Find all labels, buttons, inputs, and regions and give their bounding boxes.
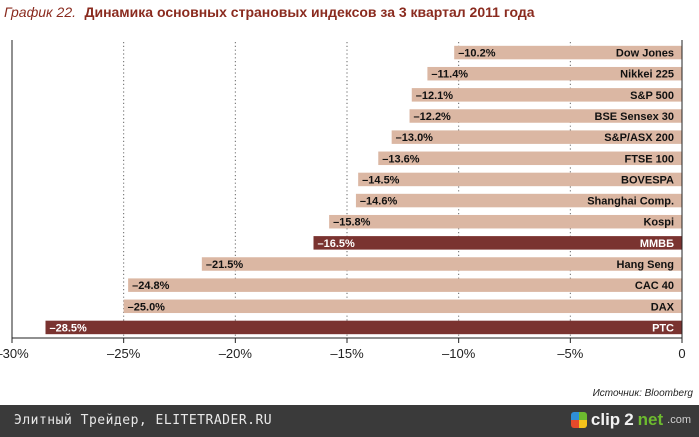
bar-value-label-1: –11.4% (431, 69, 468, 81)
bar-category-label-11: CAC 40 (635, 280, 674, 292)
bar-category-label-3: BSE Sensex 30 (595, 111, 675, 123)
bar-10 (201, 257, 683, 271)
x-tick-label-2: –20% (219, 346, 253, 361)
bar-category-label-0: Dow Jones (616, 48, 674, 60)
bar-11 (128, 278, 683, 292)
bar-value-label-13: –28.5% (50, 322, 88, 334)
bar-value-label-12: –25.0% (128, 301, 166, 313)
x-tick-label-6: 0 (678, 346, 685, 361)
bar-5 (378, 151, 682, 166)
bar-7 (355, 193, 682, 208)
bar-category-label-2: S&P 500 (630, 90, 674, 102)
site-name: Элитный Трейдер, ELITETRADER.RU (14, 413, 273, 428)
logo-clip: clip (590, 410, 621, 429)
bar-category-label-12: DAX (651, 301, 675, 313)
x-tick-label-3: –15% (330, 346, 364, 361)
bar-value-label-7: –14.6% (360, 196, 398, 208)
bar-1 (427, 66, 682, 81)
bar-category-label-8: Kospi (643, 217, 674, 229)
bar-category-label-9: ММВБ (640, 238, 674, 250)
chart-title: График 22. Динамика основных страновых и… (4, 4, 535, 21)
bar-category-label-7: Shanghai Comp. (587, 196, 674, 208)
x-tick-label-4: –10% (442, 346, 476, 361)
bar-8 (329, 214, 682, 229)
bar-value-label-0: –10.2% (458, 48, 496, 60)
clip2net-logo-icon (570, 412, 587, 428)
bar-category-label-13: РТС (652, 322, 674, 334)
bar-category-label-5: FTSE 100 (624, 153, 674, 165)
bar-category-label-1: Nikkei 225 (620, 69, 674, 81)
bar-2 (411, 88, 682, 102)
clip2net-logo: clip 2 net .com (570, 410, 691, 430)
source-note: Источник: Bloomberg (593, 388, 694, 399)
bar-value-label-5: –13.6% (382, 153, 420, 165)
logo-num: 2 (624, 410, 634, 429)
bar-value-label-2: –12.1% (416, 90, 454, 102)
chart-title-main: Динамика основных страновых индексов за … (84, 4, 534, 20)
chart-title-prefix: График 22. (4, 4, 76, 20)
bar-category-label-10: Hang Seng (617, 259, 674, 271)
bar-4 (391, 130, 682, 144)
bar-3 (409, 109, 682, 123)
bar-value-label-6: –14.5% (362, 174, 400, 186)
bar-category-label-4: S&P/ASX 200 (604, 132, 674, 144)
bar-value-label-8: –15.8% (333, 217, 371, 229)
bars: –10.2% Dow Jones –11.4% Nikkei 225 –12.1% S&P… (45, 45, 683, 335)
x-tick-label-0: –30% (0, 346, 29, 361)
bar-12 (123, 299, 682, 314)
logo-com: .com (667, 414, 691, 426)
bar-13 (45, 320, 682, 335)
bar-0 (454, 45, 682, 60)
x-tick-label-1: –25% (107, 346, 141, 361)
bar-value-label-11: –24.8% (132, 280, 170, 292)
bar-9 (313, 236, 682, 250)
bar-value-label-10: –21.5% (206, 259, 244, 271)
x-tick-label-5: –5% (557, 346, 583, 361)
logo-net: net (637, 410, 664, 429)
x-axis: –30% –25% –20% –15% –10% –5% 0 (0, 40, 686, 361)
bar-category-label-6: BOVESPA (621, 174, 674, 186)
bar-6 (358, 172, 682, 187)
chart: График 22. Динамика основных страновых и… (0, 4, 694, 399)
bar-value-label-3: –12.2% (414, 111, 452, 123)
bar-value-label-4: –13.0% (396, 132, 434, 144)
bar-value-label-9: –16.5% (318, 238, 356, 250)
grid (11, 42, 571, 338)
footer-bar: Элитный Трейдер, ELITETRADER.RU clip 2 net… (0, 405, 699, 437)
